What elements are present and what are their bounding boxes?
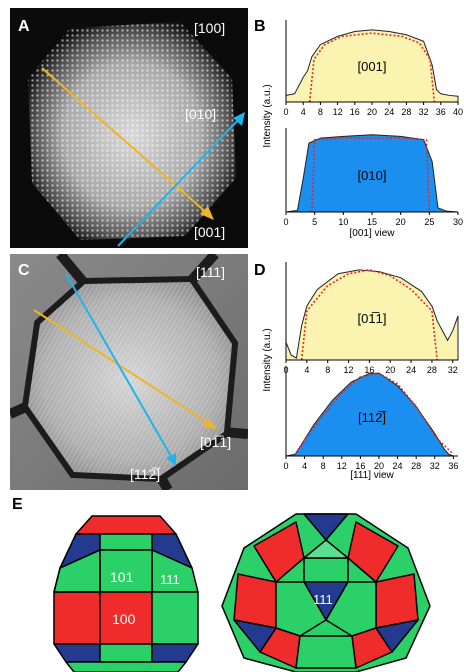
x-tick-label: 24: [384, 107, 394, 117]
panel-a-image: [10, 8, 248, 248]
measured-profile: [285, 29, 459, 103]
rhombicuboctahedron-111: [221, 513, 431, 672]
x-tick-label: 4: [302, 461, 307, 471]
x-tick-label: 36: [448, 461, 458, 471]
x-tick-label: 20: [396, 217, 406, 227]
x-tick-label: 0: [283, 107, 288, 117]
measured-profile: [285, 269, 459, 361]
y-axis-label: Intensity (a.u.): [262, 328, 273, 391]
profile-label: [001]: [358, 59, 387, 74]
x-tick-label: 28: [411, 461, 421, 471]
face-label-111-left: 111: [160, 572, 180, 587]
label-010: [010]: [185, 106, 217, 122]
x-tick-label: 32: [448, 365, 458, 375]
x-tick-label: 15: [367, 217, 377, 227]
grain-boundary-line: [155, 473, 173, 493]
x-tick-label: 16: [364, 365, 374, 375]
label-01-1: [01̅1]: [200, 434, 232, 450]
x-tick-label: 0: [283, 217, 288, 227]
panel-letter-b: B: [254, 18, 266, 35]
x-tick-label: 12: [333, 107, 343, 117]
x-tick-label: 8: [325, 365, 330, 375]
x-tick-label: 40: [453, 107, 463, 117]
x-tick-label: 12: [337, 461, 347, 471]
grain-boundary-line: [223, 427, 249, 439]
grain-boundary-line: [186, 250, 219, 286]
x-tick-label: 16: [355, 461, 365, 471]
model-profile: [308, 32, 436, 103]
blue-arrowhead: [166, 453, 176, 466]
model-profile: [311, 137, 431, 213]
profile-label: [01̅1]: [358, 311, 387, 326]
x-tick-label: 8: [318, 107, 323, 117]
x-tick-label: 4: [304, 365, 309, 375]
x-tick-label: 20: [367, 107, 377, 117]
x-tick-label: 24: [393, 461, 403, 471]
x-tick-label: 20: [374, 461, 384, 471]
x-tick-label: 25: [424, 217, 434, 227]
face-label-101: 101: [110, 569, 134, 585]
label-11-2: [112̅]: [130, 466, 161, 482]
panel-c: C [111] [01̅1] [112̅]: [7, 250, 249, 493]
measured-profile: [285, 134, 459, 213]
label-001: [001]: [194, 224, 226, 240]
x-tick-label: 32: [419, 107, 429, 117]
rhombicuboctahedron-100: [53, 515, 199, 672]
x-tick-label: 0: [283, 461, 288, 471]
panel-letter-e: E: [12, 496, 23, 513]
polyhedron-models: 101 111 100 111: [53, 513, 431, 672]
x-tick-label: 24: [406, 365, 416, 375]
x-axis-label: [001] view: [349, 228, 395, 239]
blue-arrow-11-2: [65, 273, 173, 459]
x-tick-label: 5: [312, 217, 317, 227]
panel-letter-c: C: [18, 262, 30, 279]
yellow-arrow-01-1: [33, 309, 211, 425]
yellow-arrow-001: [41, 67, 209, 215]
yellow-arrowhead: [203, 418, 217, 429]
y-axis-label: Intensity (a.u.): [262, 84, 273, 147]
x-tick-label: 36: [436, 107, 446, 117]
blue-arrowhead: [233, 112, 245, 126]
panel-letter-a: A: [18, 18, 30, 35]
yellow-arrowhead: [200, 206, 214, 220]
face-label-100: 100: [112, 611, 136, 627]
grain-boundary-line: [7, 401, 31, 419]
panel-c-image: [7, 250, 249, 493]
x-axis-label: [111] view: [350, 470, 394, 481]
blue-arrow-010: [117, 117, 241, 247]
x-tick-label: 28: [401, 107, 411, 117]
face-label-111-right: 111: [313, 592, 333, 607]
x-tick-label: 20: [385, 365, 395, 375]
x-tick-label: 8: [321, 461, 326, 471]
zone-axis-a: [100]: [194, 20, 226, 36]
x-tick-label: 10: [338, 217, 348, 227]
profile-label: [112̅]: [358, 410, 386, 425]
profile-label: [010]: [358, 168, 387, 183]
x-tick-label: 12: [344, 365, 354, 375]
x-tick-label: 4: [301, 107, 306, 117]
x-tick-label: 16: [350, 107, 360, 117]
line-profile-charts: 0 4 8 12 16 20 24 28 32 36 40[001]0 5 10 15 20 25 30[010…: [262, 20, 463, 481]
panel-a: A [100] [010] [001]: [10, 8, 248, 248]
x-tick-label: 30: [453, 217, 463, 227]
model-profile: [300, 269, 438, 361]
grain-boundary-line: [56, 250, 89, 288]
model-profile: [294, 372, 454, 455]
x-tick-label: 32: [430, 461, 440, 471]
x-tick-label: 28: [427, 365, 437, 375]
panel-letter-d: D: [254, 262, 266, 279]
zone-axis-c: [111]: [196, 264, 226, 280]
